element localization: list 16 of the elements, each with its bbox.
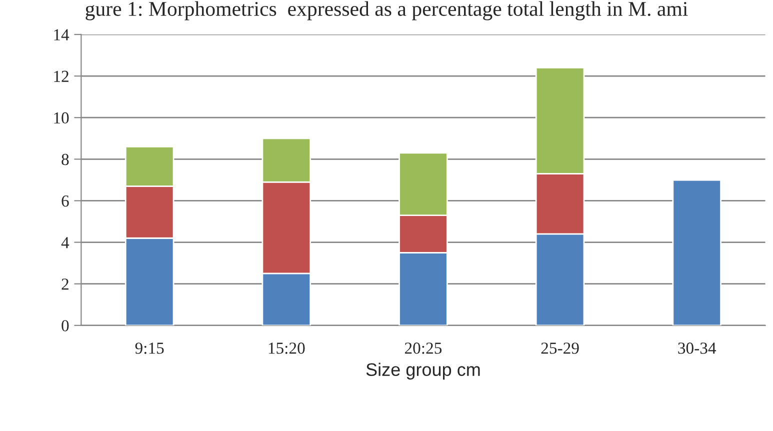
y-tick-label: 8 [62, 154, 69, 166]
y-tick-label: 2 [62, 278, 68, 290]
x-tick-label: 15:20 [268, 342, 305, 354]
x-tick-label: 30-34 [678, 342, 716, 354]
y-tick-label: 10 [54, 112, 69, 124]
x-axis-title: Size group cm [366, 362, 480, 380]
bar [672, 179, 722, 326]
y-tick-label: 14 [54, 29, 70, 40]
y-tick-label: 4 [61, 237, 70, 248]
x-tick-label: 9:15 [135, 342, 164, 354]
y-tick-label: 0 [62, 320, 69, 332]
x-tick-label: 20:25 [404, 342, 442, 354]
x-tick-label: 25-29 [541, 342, 579, 354]
chart-title: gure 1: Morphometrics expressed as a percentage total length in M. ami [86, 1, 688, 20]
y-tick-label: 12 [54, 70, 68, 82]
y-tick-label: 6 [62, 195, 69, 207]
